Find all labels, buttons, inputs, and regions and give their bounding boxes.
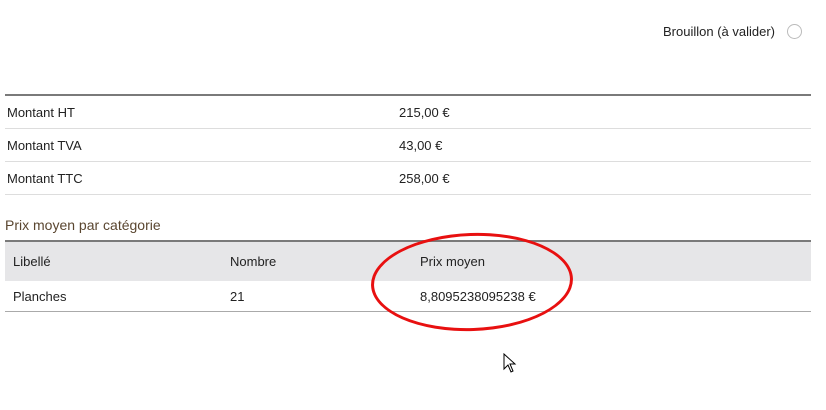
- cell-prix-moyen: 8,8095238095238 €: [420, 288, 536, 304]
- header-libelle: Libellé: [13, 254, 51, 269]
- status-label: Brouillon (à valider): [663, 24, 775, 39]
- total-value: 215,00 €: [399, 104, 450, 120]
- total-value: 43,00 €: [399, 137, 443, 153]
- table-row: Montant HT 215,00 €: [5, 96, 811, 129]
- table-header: Libellé Nombre Prix moyen: [5, 242, 811, 281]
- table-row: Planches 21 8,8095238095238 €: [5, 281, 811, 312]
- status-indicator: Brouillon (à valider): [663, 24, 802, 39]
- category-table: Libellé Nombre Prix moyen Planches 21 8,…: [5, 240, 811, 312]
- total-label: Montant TVA: [7, 137, 82, 153]
- cell-nombre: 21: [230, 288, 245, 304]
- table-row: Montant TTC 258,00 €: [5, 162, 811, 195]
- totals-table: Montant HT 215,00 € Montant TVA 43,00 € Mo…: [5, 94, 811, 195]
- total-label: Montant TTC: [7, 170, 83, 186]
- header-nombre: Nombre: [230, 254, 277, 269]
- mouse-cursor-icon: [503, 353, 517, 373]
- total-value: 258,00 €: [399, 170, 450, 186]
- status-radio[interactable]: [787, 24, 802, 39]
- section-title: Prix moyen par catégorie: [5, 217, 161, 233]
- header-prix-moyen: Prix moyen: [420, 254, 486, 269]
- table-row: Montant TVA 43,00 €: [5, 129, 811, 162]
- cell-libelle: Planches: [13, 288, 67, 304]
- total-label: Montant HT: [7, 104, 75, 120]
